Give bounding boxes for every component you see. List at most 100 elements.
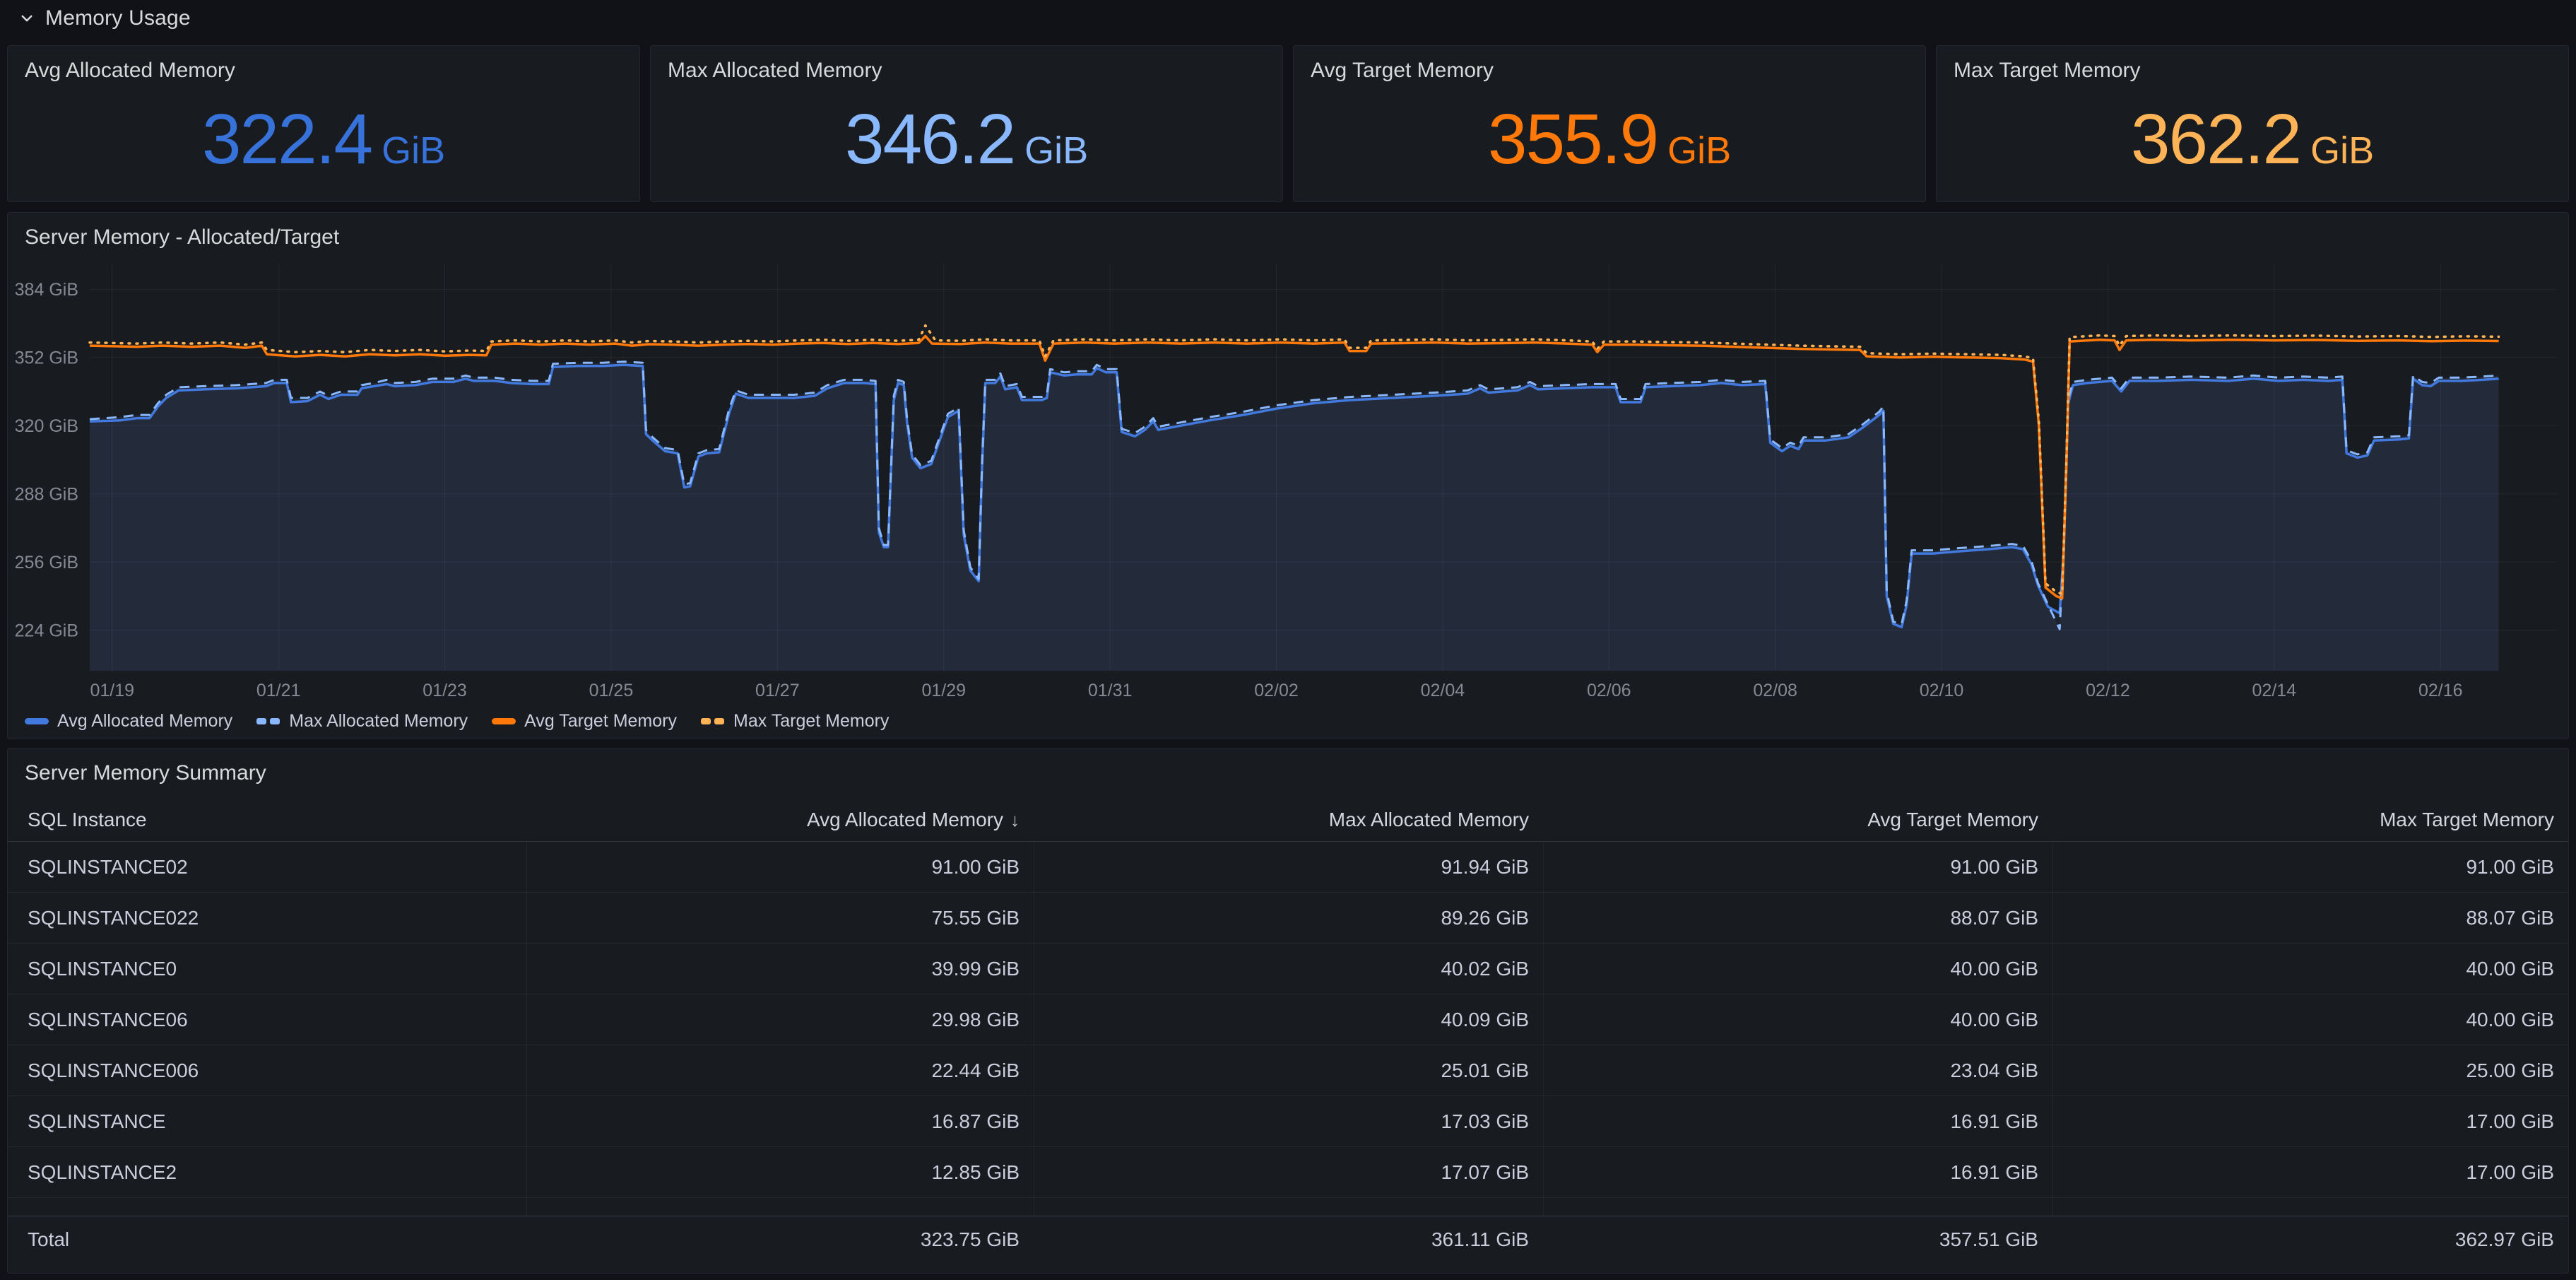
svg-text:02/04: 02/04 — [1421, 681, 1465, 700]
table-panel: Server Memory Summary SQL Instance Avg A… — [7, 748, 2569, 1274]
timeseries-panel: Server Memory - Allocated/Target 224 GiB… — [7, 212, 2569, 739]
sql-instance-cell: SQLINSTANCE02 — [8, 856, 526, 879]
table-body: SQLINSTANCE0291.00 GiB91.94 GiB91.00 GiB… — [8, 842, 2568, 1216]
stat-unit: GiB — [382, 129, 445, 172]
stat-number: 355.9 — [1488, 99, 1658, 180]
panel-title[interactable]: Max Target Memory — [1937, 46, 2568, 87]
stat-panel-max-allocated: Max Allocated Memory 346.2 GiB — [650, 45, 1283, 202]
value-cell: 40.00 GiB — [1543, 958, 2052, 980]
legend-line-swatch — [492, 718, 516, 724]
table-row: SQLINSTANCE039.99 GiB40.02 GiB40.00 GiB4… — [8, 944, 2568, 994]
panel-title[interactable]: Max Allocated Memory — [651, 46, 1282, 87]
stat-panel-avg-allocated: Avg Allocated Memory 322.4 GiB — [7, 45, 640, 202]
total-max-allocated: 361.11 GiB — [1034, 1228, 1543, 1251]
table-row: SQLINSTANCE00622.44 GiB25.01 GiB23.04 Gi… — [8, 1045, 2568, 1096]
sql-instance-cell: SQLINSTANCE2 — [8, 1161, 526, 1184]
value-cell: 23.04 GiB — [1543, 1059, 2052, 1082]
column-header-sql-instance[interactable]: SQL Instance — [8, 809, 526, 831]
stat-unit: GiB — [2310, 129, 2374, 172]
table-row: SQLINSTANCE212.85 GiB17.07 GiB16.91 GiB1… — [8, 1147, 2568, 1198]
value-cell: 91.94 GiB — [1034, 856, 1543, 879]
legend-label: Max Allocated Memory — [289, 711, 468, 732]
svg-text:02/02: 02/02 — [1254, 681, 1299, 700]
value-cell: 16.91 GiB — [1543, 1161, 2052, 1184]
svg-text:01/31: 01/31 — [1088, 681, 1133, 700]
value-cell: 91.00 GiB — [1543, 856, 2052, 879]
svg-text:352 GiB: 352 GiB — [15, 348, 78, 368]
svg-text:02/14: 02/14 — [2252, 681, 2297, 700]
panel-title[interactable]: Avg Allocated Memory — [8, 46, 639, 87]
stat-value: 346.2 GiB — [845, 99, 1088, 180]
value-cell: 25.00 GiB — [2052, 1059, 2568, 1082]
table-header-row: SQL Instance Avg Allocated Memory↓ Max A… — [8, 798, 2568, 842]
value-cell: 12.85 GiB — [526, 1161, 1034, 1184]
sql-instance-cell: SQLINSTANCE0 — [8, 958, 526, 980]
total-max-target: 362.97 GiB — [2052, 1228, 2568, 1251]
svg-text:224 GiB: 224 GiB — [15, 621, 78, 641]
panel-title[interactable]: Server Memory Summary — [8, 748, 2568, 789]
svg-text:01/27: 01/27 — [755, 681, 800, 700]
value-cell: 40.02 GiB — [1034, 958, 1543, 980]
stat-panel-max-target: Max Target Memory 362.2 GiB — [1936, 45, 2569, 202]
chart-plot-area: 224 GiB256 GiB288 GiB320 GiB352 GiB384 G… — [8, 254, 2568, 710]
table-total-row: Total 323.75 GiB 361.11 GiB 357.51 GiB 3… — [8, 1216, 2568, 1262]
column-header-max-allocated[interactable]: Max Allocated Memory — [1034, 809, 1543, 831]
chevron-down-icon[interactable] — [18, 10, 35, 27]
svg-text:02/06: 02/06 — [1587, 681, 1631, 700]
value-cell: 17.03 GiB — [1034, 1110, 1543, 1133]
total-avg-target: 357.51 GiB — [1543, 1228, 2052, 1251]
value-cell: 91.00 GiB — [526, 856, 1034, 879]
column-divider — [526, 842, 527, 1216]
legend-label: Max Target Memory — [733, 711, 889, 732]
table-gap — [8, 1198, 2568, 1216]
value-cell: 91.00 GiB — [2052, 856, 2568, 879]
stat-value: 322.4 GiB — [202, 99, 445, 180]
svg-text:01/29: 01/29 — [921, 681, 966, 700]
stat-number: 362.2 — [2131, 99, 2300, 180]
memory-chart[interactable]: 224 GiB256 GiB288 GiB320 GiB352 GiB384 G… — [15, 254, 2561, 706]
value-cell: 16.91 GiB — [1543, 1110, 2052, 1133]
stat-value: 355.9 GiB — [1488, 99, 1731, 180]
legend-item[interactable]: Avg Target Memory — [492, 711, 677, 732]
value-cell: 17.00 GiB — [2052, 1110, 2568, 1133]
column-header-avg-target[interactable]: Avg Target Memory — [1543, 809, 2052, 831]
table-row: SQLINSTANCE0291.00 GiB91.94 GiB91.00 GiB… — [8, 842, 2568, 893]
table-row: SQLINSTANCE0629.98 GiB40.09 GiB40.00 GiB… — [8, 994, 2568, 1045]
value-cell: 89.26 GiB — [1034, 907, 1543, 929]
value-cell: 40.09 GiB — [1034, 1009, 1543, 1031]
value-cell: 17.07 GiB — [1034, 1161, 1543, 1184]
value-cell: 25.01 GiB — [1034, 1059, 1543, 1082]
sql-instance-cell: SQLINSTANCE06 — [8, 1009, 526, 1031]
panel-title[interactable]: Avg Target Memory — [1294, 46, 1925, 87]
column-divider — [2052, 842, 2053, 1216]
value-cell: 88.07 GiB — [1543, 907, 2052, 929]
panel-title[interactable]: Server Memory - Allocated/Target — [8, 213, 2568, 254]
row-title: Memory Usage — [45, 6, 191, 30]
value-cell: 75.55 GiB — [526, 907, 1034, 929]
total-label: Total — [8, 1228, 526, 1251]
svg-text:02/08: 02/08 — [1753, 681, 1797, 700]
svg-text:01/25: 01/25 — [589, 681, 634, 700]
column-header-avg-allocated[interactable]: Avg Allocated Memory↓ — [526, 809, 1034, 831]
svg-text:01/23: 01/23 — [423, 681, 467, 700]
svg-text:320 GiB: 320 GiB — [15, 416, 78, 436]
legend-item[interactable]: Avg Allocated Memory — [25, 711, 232, 732]
svg-text:01/21: 01/21 — [256, 681, 301, 700]
value-cell: 22.44 GiB — [526, 1059, 1034, 1082]
sql-instance-cell: SQLINSTANCE — [8, 1110, 526, 1133]
table-row: SQLINSTANCE16.87 GiB17.03 GiB16.91 GiB17… — [8, 1096, 2568, 1147]
dashboard-row-header[interactable]: Memory Usage — [0, 0, 2576, 37]
column-header-max-target[interactable]: Max Target Memory — [2052, 809, 2568, 831]
value-cell: 39.99 GiB — [526, 958, 1034, 980]
value-cell: 29.98 GiB — [526, 1009, 1034, 1031]
sql-instance-cell: SQLINSTANCE022 — [8, 907, 526, 929]
value-cell: 40.00 GiB — [1543, 1009, 2052, 1031]
table-row: SQLINSTANCE02275.55 GiB89.26 GiB88.07 Gi… — [8, 893, 2568, 944]
legend-label: Avg Target Memory — [524, 711, 677, 732]
sql-instance-cell: SQLINSTANCE006 — [8, 1059, 526, 1082]
stat-unit: GiB — [1024, 129, 1088, 172]
value-cell: 88.07 GiB — [2052, 907, 2568, 929]
stat-unit: GiB — [1667, 129, 1731, 172]
legend-item[interactable]: Max Allocated Memory — [256, 711, 468, 732]
legend-item[interactable]: Max Target Memory — [701, 711, 889, 732]
